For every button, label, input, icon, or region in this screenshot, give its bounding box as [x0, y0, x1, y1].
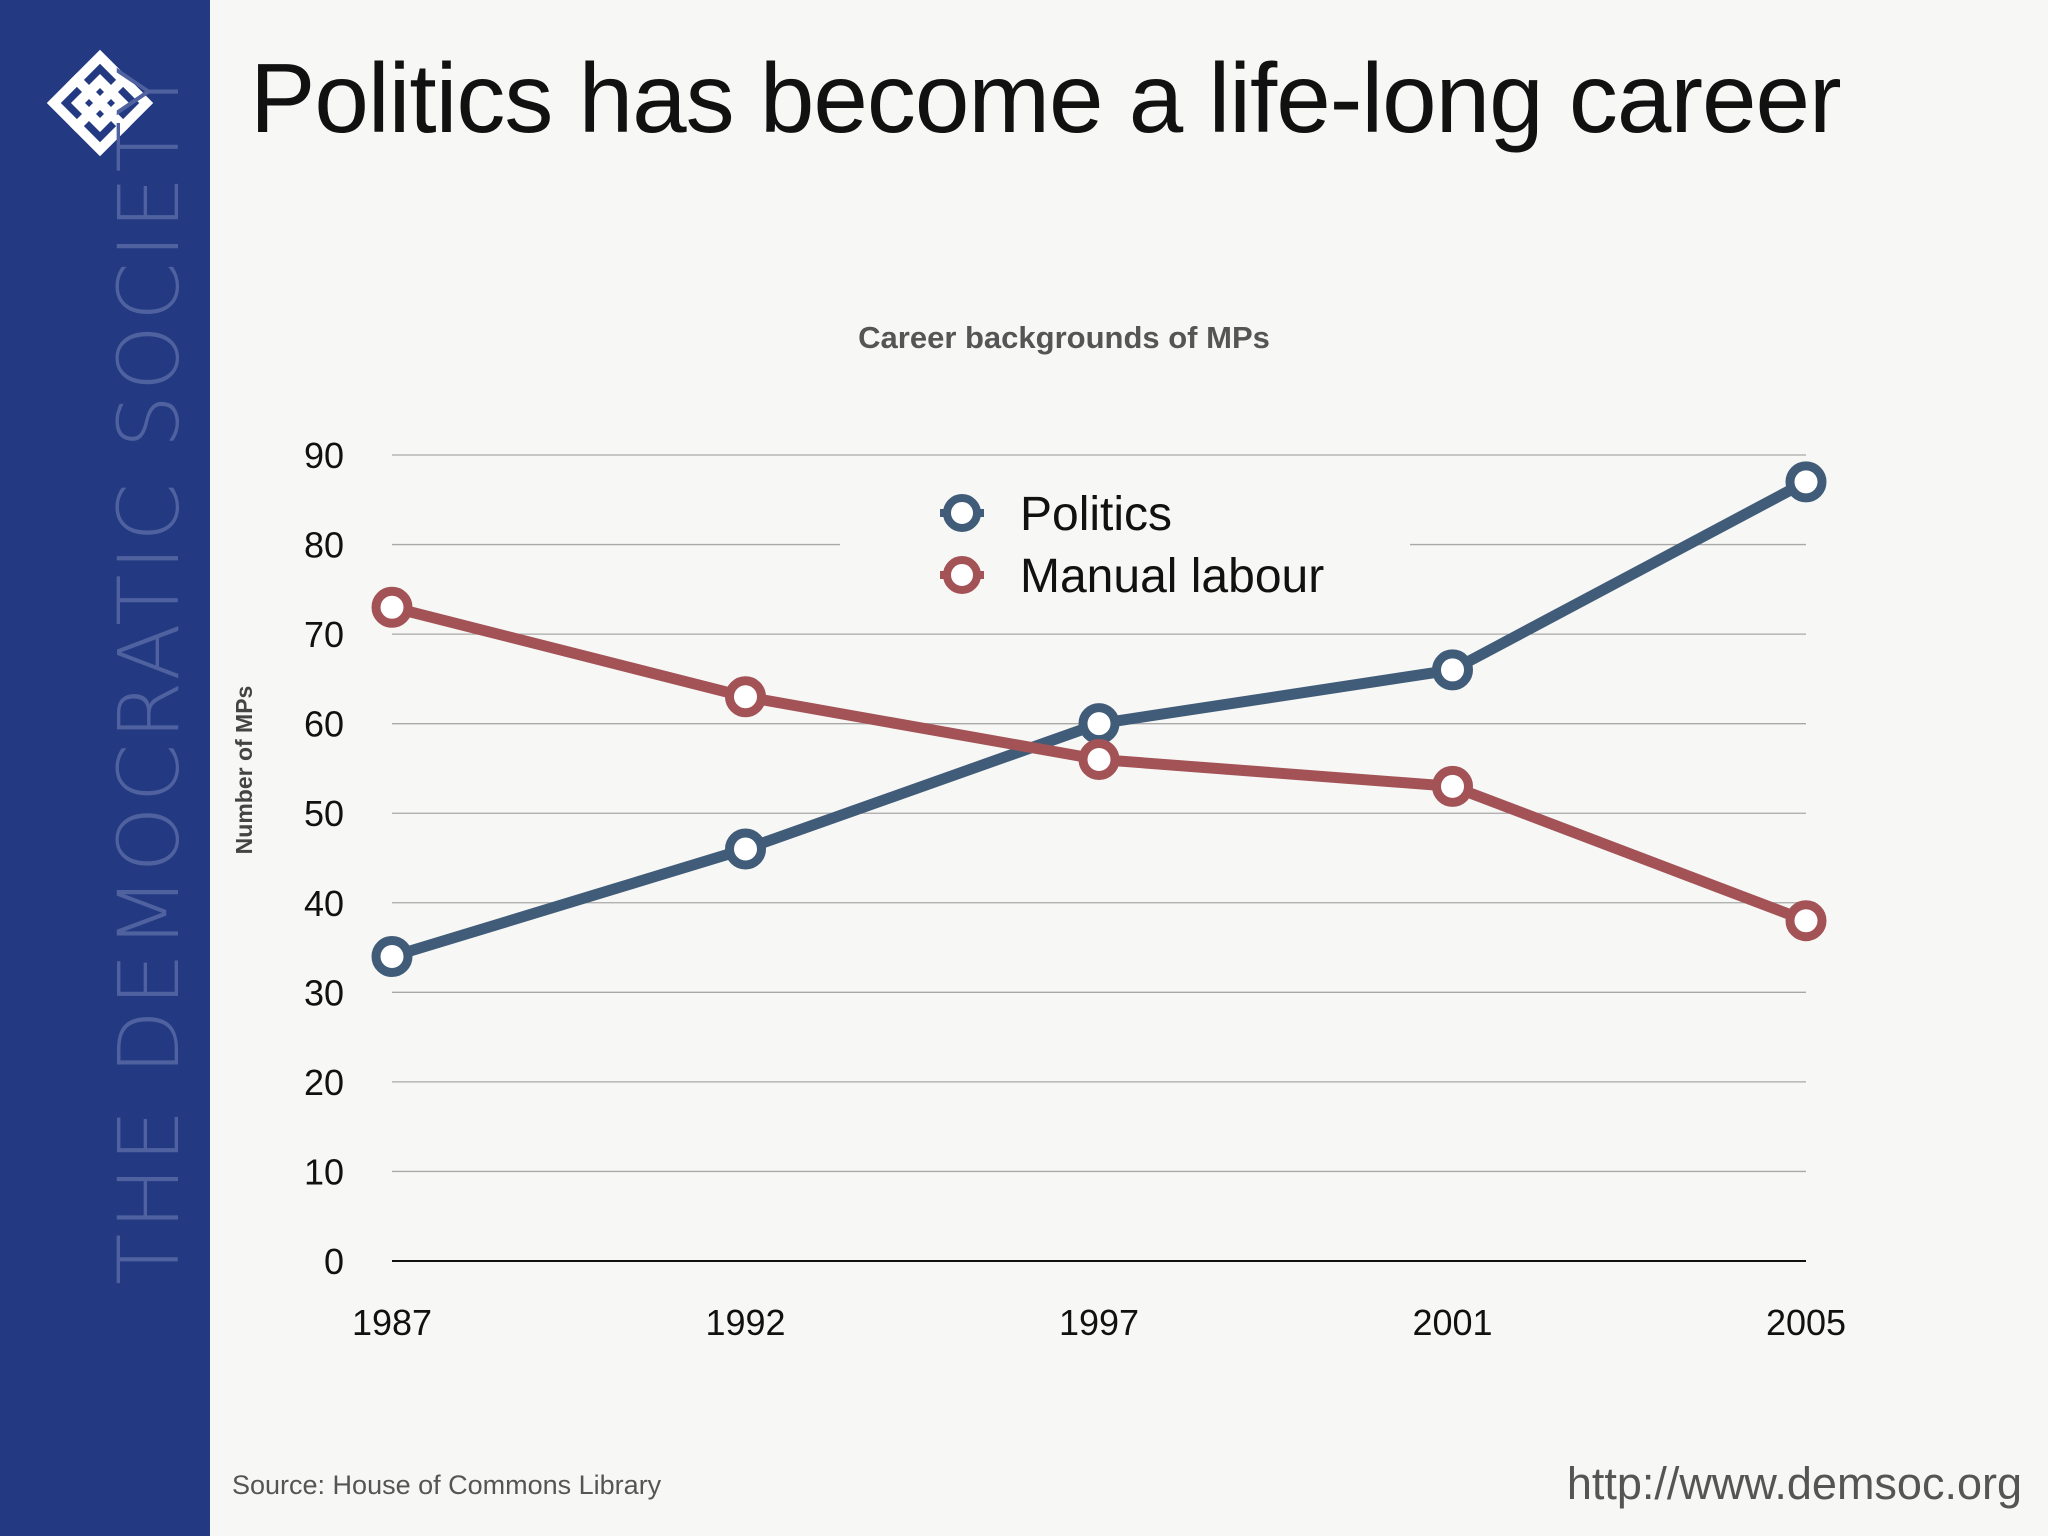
source-note: Source: House of Commons Library: [232, 1470, 662, 1500]
y-tick-label: 40: [304, 883, 344, 924]
legend-marker: [943, 556, 981, 594]
y-tick-label: 90: [304, 435, 344, 476]
data-point: [725, 828, 766, 870]
y-tick-label: 20: [304, 1062, 344, 1103]
page-title: Politics has become a life-long career: [250, 43, 1842, 153]
data-point: [1078, 703, 1120, 745]
legend-background: [840, 475, 1410, 625]
x-tick-label: 1987: [352, 1302, 432, 1343]
data-point: [1432, 765, 1473, 807]
data-point: [1785, 900, 1827, 942]
legend-label: Manual labour: [1020, 550, 1324, 603]
y-tick-label: 30: [304, 972, 344, 1013]
legend-marker: [943, 494, 981, 532]
y-tick-label: 60: [304, 704, 344, 745]
y-tick-label: 50: [304, 793, 344, 834]
data-point: [1432, 649, 1473, 691]
legend-label: Politics: [1020, 488, 1172, 541]
data-point: [371, 936, 413, 978]
x-tick-label: 2001: [1412, 1302, 1492, 1343]
chart-subtitle: Career backgrounds of MPs: [858, 320, 1270, 355]
y-tick-label: 70: [304, 614, 344, 655]
knot-lattice-icon: [46, 49, 154, 157]
data-point: [1078, 738, 1120, 780]
data-point: [371, 586, 413, 628]
data-point: [1785, 461, 1827, 503]
data-point: [725, 676, 766, 718]
y-tick-label: 10: [304, 1151, 344, 1192]
site-url[interactable]: http://www.demsoc.org: [1566, 1458, 2022, 1509]
brand-sidebar: THE DEMOCRATIC SOCIETY: [0, 0, 210, 1536]
x-tick-label: 1992: [705, 1302, 785, 1343]
y-axis-title: Number of MPs: [231, 686, 257, 855]
y-tick-label: 80: [304, 525, 344, 566]
y-tick-label: 0: [324, 1241, 344, 1282]
x-tick-label: 2005: [1766, 1302, 1846, 1343]
x-tick-label: 1997: [1059, 1302, 1139, 1343]
